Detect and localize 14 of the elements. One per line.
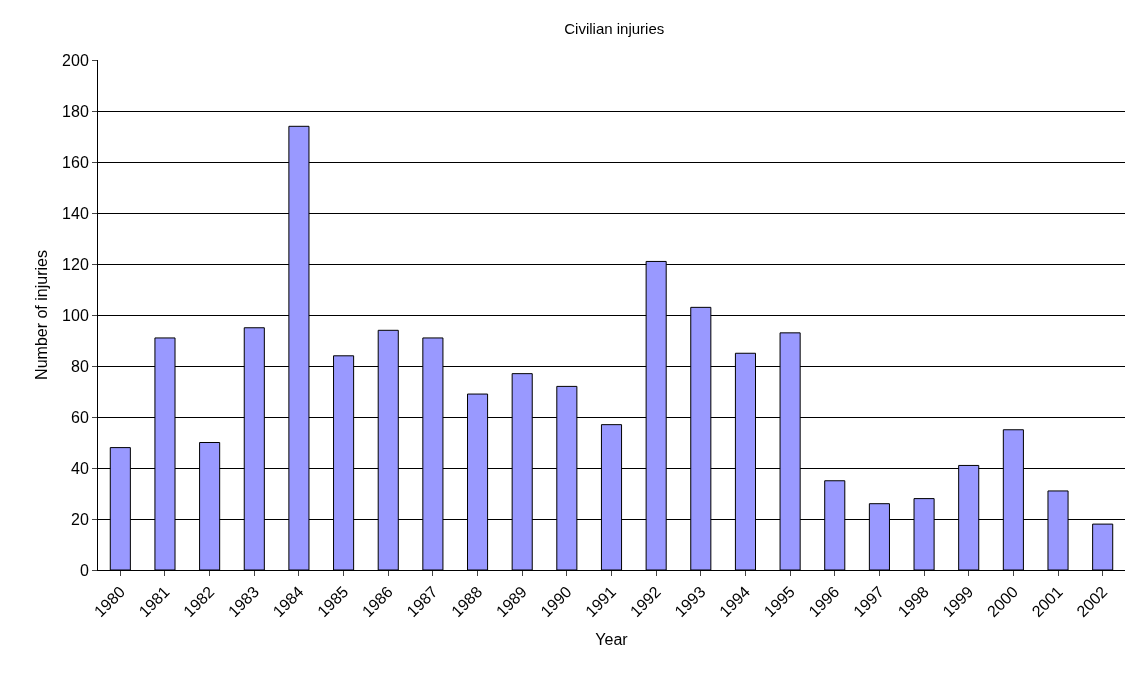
y-tick-label: 20 <box>71 510 89 528</box>
y-tick-label: 0 <box>79 561 89 579</box>
y-tick-label: 100 <box>62 306 89 324</box>
y-tick-label: 180 <box>62 102 89 120</box>
y-tick-label: 160 <box>62 153 89 171</box>
x-axis-title: Year <box>595 630 629 648</box>
chart-title: Civilian injuries <box>564 20 665 38</box>
y-tick-label: 120 <box>62 255 89 273</box>
y-tick-label: 60 <box>71 408 89 426</box>
y-axis-title: Number of injuries <box>33 250 50 380</box>
y-tick-label: 40 <box>71 459 89 477</box>
y-tick-label: 200 <box>62 51 89 69</box>
y-tick-label: 80 <box>71 357 89 375</box>
y-tick-label: 140 <box>62 204 89 222</box>
